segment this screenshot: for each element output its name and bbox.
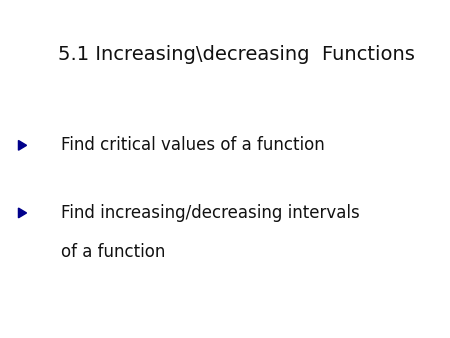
Text: Find increasing/decreasing intervals: Find increasing/decreasing intervals [61, 204, 360, 222]
Text: Find critical values of a function: Find critical values of a function [61, 136, 324, 154]
Text: 5.1 Increasing\decreasing  Functions: 5.1 Increasing\decreasing Functions [58, 45, 415, 64]
Polygon shape [18, 141, 27, 150]
Text: of a function: of a function [61, 243, 165, 261]
Polygon shape [18, 208, 27, 218]
